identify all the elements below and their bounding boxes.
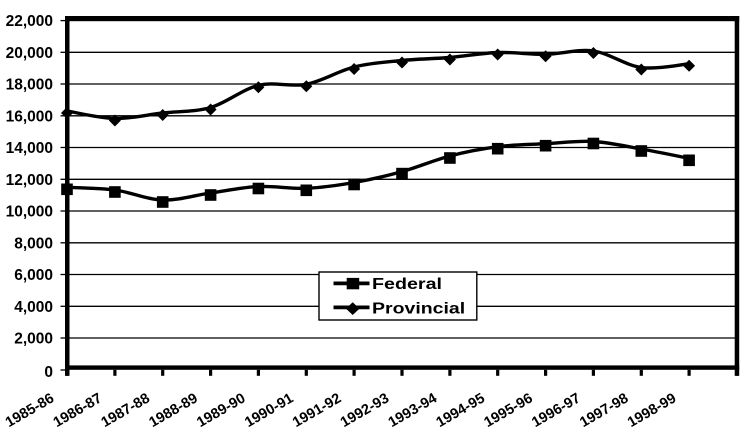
svg-text:6,000: 6,000 xyxy=(14,267,53,284)
svg-text:22,000: 22,000 xyxy=(6,13,53,30)
svg-text:20,000: 20,000 xyxy=(6,45,53,62)
svg-text:4,000: 4,000 xyxy=(14,299,53,316)
svg-text:Federal: Federal xyxy=(372,276,442,293)
svg-text:2,000: 2,000 xyxy=(14,331,53,348)
svg-text:16,000: 16,000 xyxy=(6,108,53,125)
svg-text:10,000: 10,000 xyxy=(6,204,53,221)
svg-text:14,000: 14,000 xyxy=(6,140,53,157)
svg-text:0: 0 xyxy=(44,364,53,381)
svg-text:18,000: 18,000 xyxy=(6,77,53,94)
svg-text:Provincial: Provincial xyxy=(372,301,465,318)
svg-text:12,000: 12,000 xyxy=(6,172,53,189)
svg-text:8,000: 8,000 xyxy=(14,235,53,252)
